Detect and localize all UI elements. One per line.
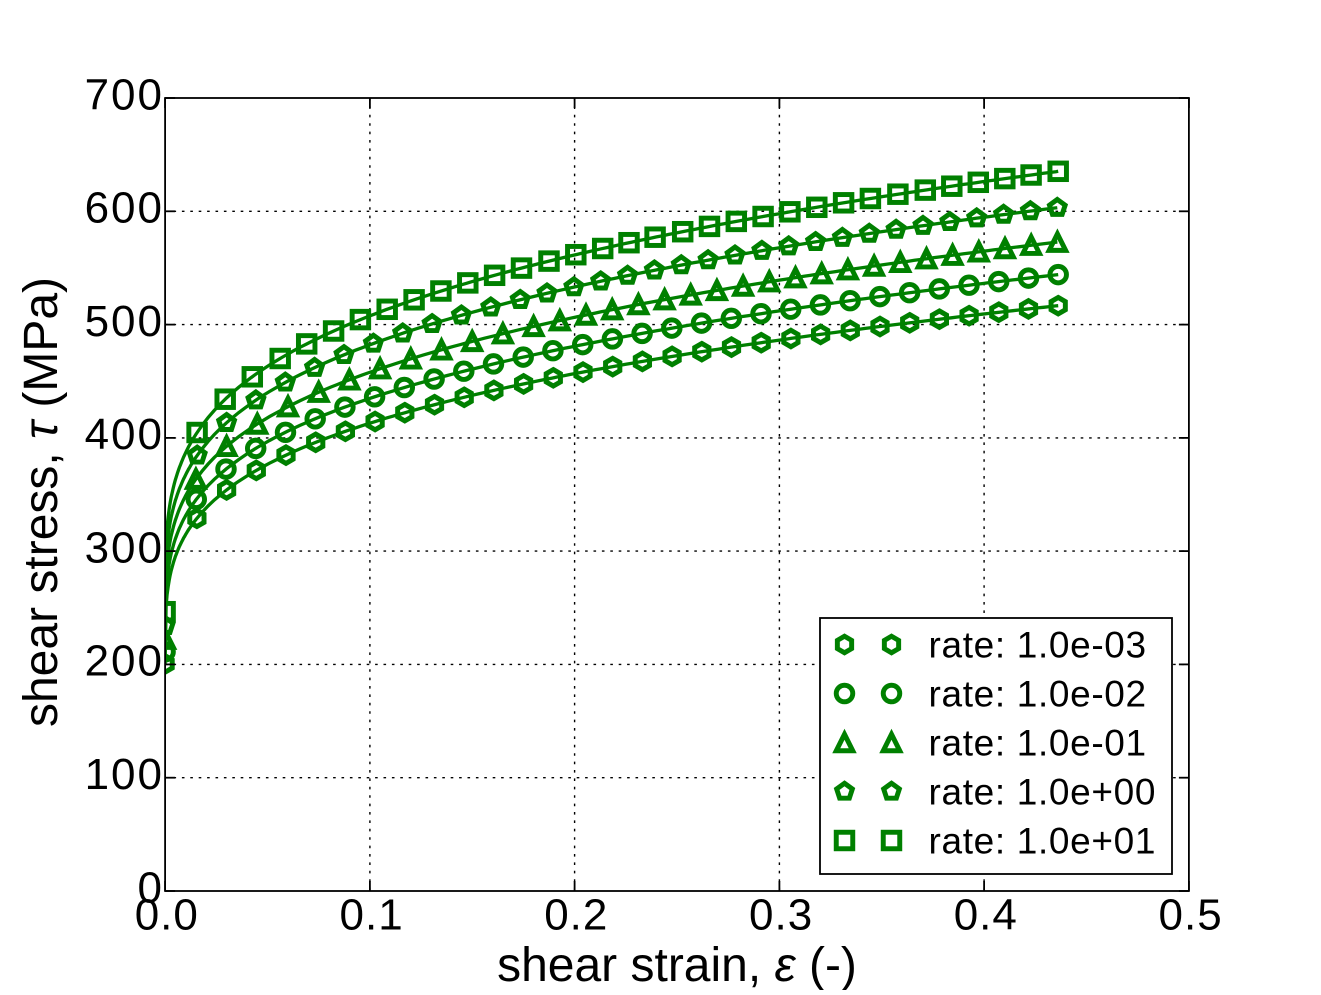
svg-text:shear strain, ε (-): shear strain, ε (-) (497, 939, 857, 990)
svg-text:0.3: 0.3 (749, 891, 813, 940)
svg-text:0: 0 (138, 863, 164, 912)
svg-text:rate: 1.0e+00: rate: 1.0e+00 (929, 772, 1157, 813)
svg-text:rate: 1.0e-02: rate: 1.0e-02 (929, 674, 1147, 715)
svg-text:0.1: 0.1 (340, 891, 404, 940)
svg-text:0.5: 0.5 (1159, 891, 1223, 940)
svg-text:700: 700 (85, 70, 164, 119)
svg-text:rate: 1.0e-01: rate: 1.0e-01 (929, 723, 1147, 764)
svg-text:0.2: 0.2 (544, 891, 608, 940)
svg-text:400: 400 (85, 410, 164, 459)
svg-text:0.4: 0.4 (954, 891, 1018, 940)
svg-text:rate: 1.0e+01: rate: 1.0e+01 (929, 821, 1157, 862)
svg-text:rate: 1.0e-03: rate: 1.0e-03 (929, 625, 1147, 666)
svg-text:100: 100 (85, 750, 164, 799)
svg-text:shear stress, τ (MPa): shear stress, τ (MPa) (15, 277, 68, 727)
svg-text:300: 300 (85, 523, 164, 572)
svg-text:0.0: 0.0 (135, 891, 199, 940)
svg-text:500: 500 (85, 297, 164, 346)
svg-text:600: 600 (85, 184, 164, 233)
svg-text:200: 200 (85, 637, 164, 686)
